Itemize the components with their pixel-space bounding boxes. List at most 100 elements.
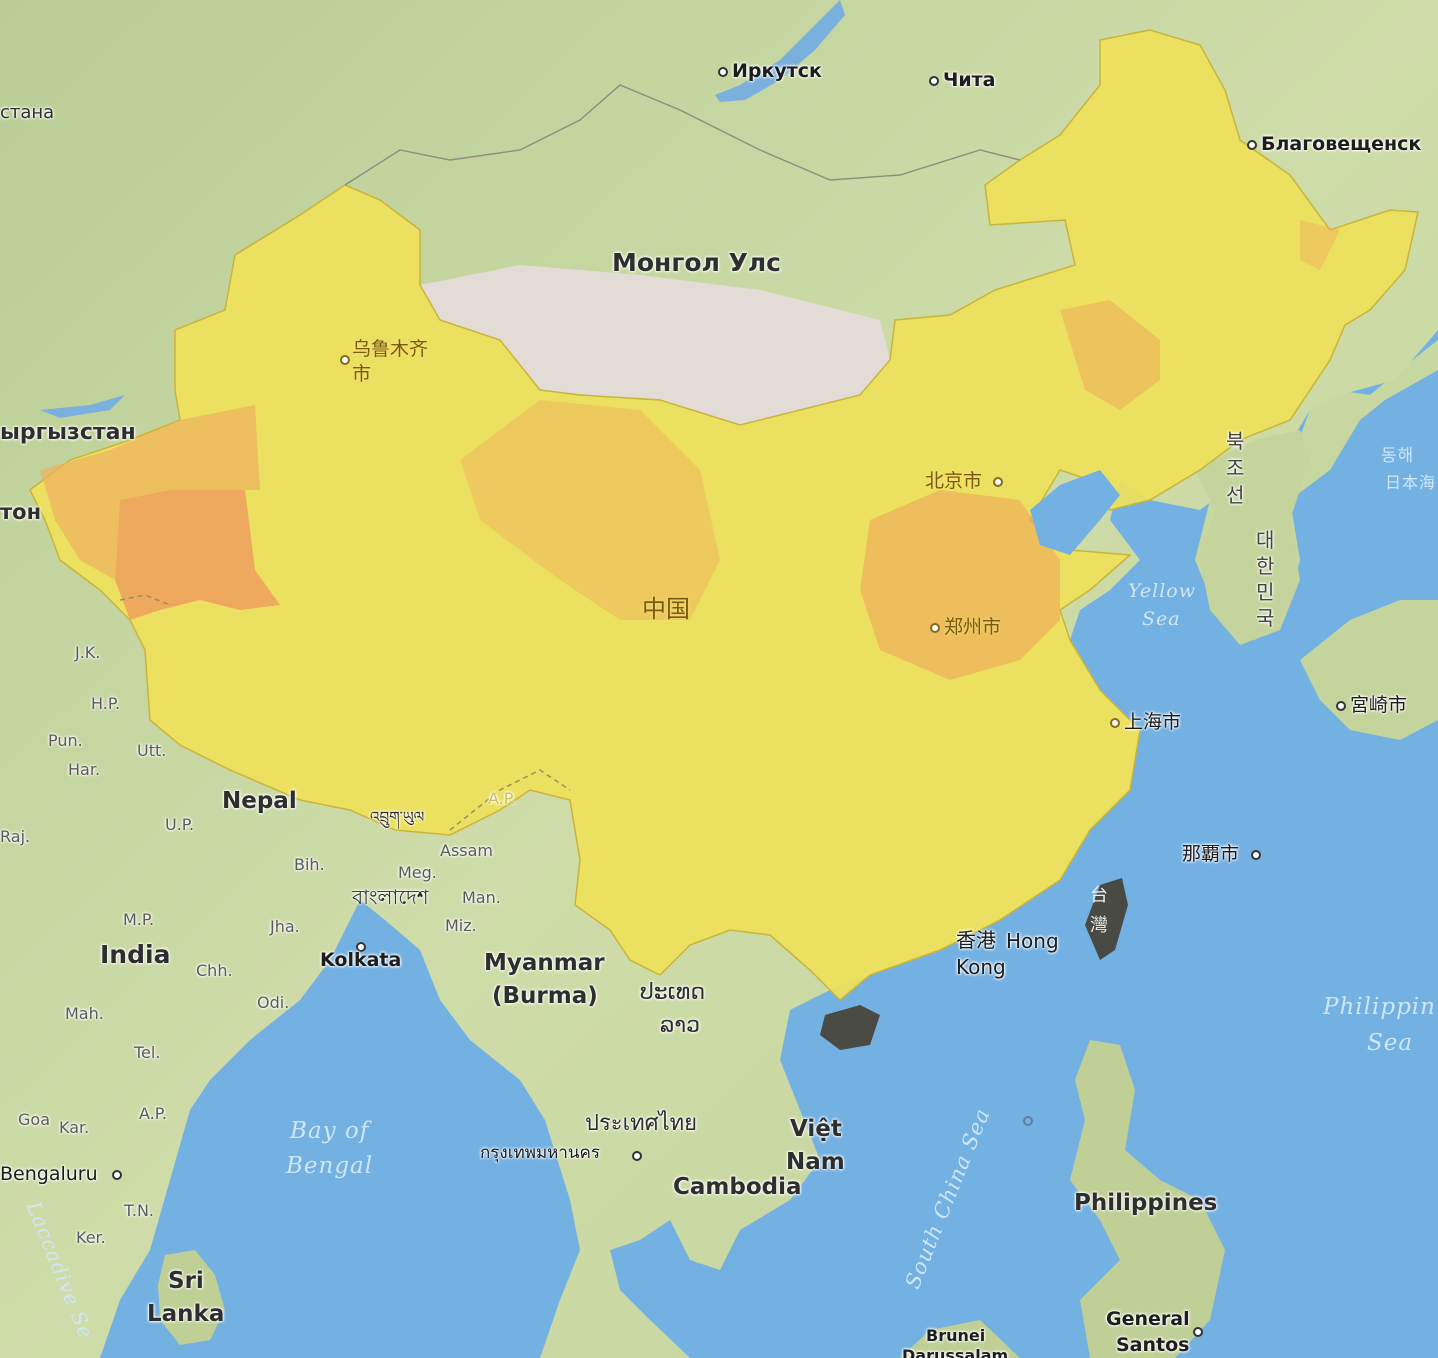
country-label-sri-lanka: Sri [168,1268,204,1294]
country-label-kyrgyzstan: ыргызстан [0,420,136,445]
sea-label-bengal-2: Bengal [286,1153,374,1179]
city-label-chita[interactable]: Чита [943,69,996,91]
region-label-up: U.P. [165,815,195,834]
nk-char-3: 선 [1226,483,1245,507]
sea-label-yellow-2: Sea [1142,608,1181,630]
region-label-haryana: Har. [68,760,101,779]
lake-baikal [715,0,845,102]
country-label-north-korea: 북 조 선 [1226,428,1248,509]
sk-char-3: 민 [1256,580,1275,604]
landmass-japan-kyushu [1300,600,1438,740]
region-label-hp: H.P. [91,694,121,713]
border-mongolia-russia [344,84,1021,186]
sk-char-1: 대 [1256,528,1275,552]
country-label-sri-lanka-2: Lanka [147,1301,225,1327]
city-label-general-santos-2: Santos [1116,1334,1190,1356]
city-label-blagoveshchensk[interactable]: Благовещенск [1261,133,1422,155]
city-label-brunei-2: Darussalam [902,1346,1009,1358]
sk-char-4: 국 [1256,606,1275,630]
country-label-taiwan: 台 [1090,885,1108,906]
region-label-kerala: Ker. [76,1228,106,1247]
country-label-nepal: Nepal [222,788,297,814]
region-label-meghalaya: Meg. [398,863,437,882]
city-dot-blagoveshchensk [1247,140,1257,150]
region-label-tamil-nadu: T.N. [124,1201,155,1220]
choropleth-orange-ne2 [1300,220,1340,270]
country-label-india: India [100,940,171,969]
region-label-assam: Assam [440,841,494,860]
city-dot-zhengzhou [930,623,940,633]
country-label-bangladesh: বাংলাদেশ [352,885,429,909]
country-label-laos: ປະເທດ [640,980,706,1005]
region-label-mizoram: Miz. [445,916,477,935]
country-label-myanmar-burma: (Burma) [492,983,598,1009]
city-label-urumqi[interactable]: 乌鲁木齐 [352,338,429,360]
country-label-laos-2: ລາວ [660,1013,701,1038]
city-dot-general-santos [1193,1327,1203,1337]
city-label-zhengzhou[interactable]: 郑州市 [944,616,1002,638]
city-label-naha[interactable]: 那覇市 [1182,843,1240,865]
city-label-irkutsk[interactable]: Иркутск [732,60,822,82]
choropleth-orange-central [460,400,720,620]
country-label-kazakhstan: стана [0,102,55,123]
region-label-mp: M.P. [123,910,155,929]
landmass-borneo [900,1320,1020,1358]
region-label-jk: J.K. [75,643,101,662]
city-label-bengaluru[interactable]: Bengaluru [0,1163,98,1185]
city-dot-kolkata [356,942,366,952]
region-label-arunachal: A.P. [488,789,516,808]
city-dot-beijing [993,477,1003,487]
country-label-thailand: ประเทศไทย [585,1111,698,1136]
country-label-myanmar: Myanmar [484,950,605,976]
country-label-tajikistan: тон [0,500,42,524]
city-label-miyazaki[interactable]: 宮崎市 [1350,694,1408,716]
city-label-beijing[interactable]: 北京市 [925,470,983,492]
choropleth-orange-west [40,405,260,580]
bohai-sea [1030,470,1120,555]
region-label-andhra: A.P. [139,1104,167,1123]
city-label-hong-kong-en[interactable]: Hong [1006,929,1059,953]
sea-label-bengal: Bay of [290,1118,370,1144]
city-dot-bengaluru [112,1170,122,1180]
nk-char-2: 조 [1226,456,1245,480]
sea-label-east-sea-2: 日本海 [1385,473,1437,492]
city-dot-chita [929,76,939,86]
region-label-chhattisgarh: Chh. [196,961,233,980]
region-label-maharashtra: Mah. [65,1004,104,1023]
sea-label-philippine-2: Sea [1367,1030,1414,1056]
city-label-kolkata[interactable]: Kolkata [320,949,402,971]
lake-balkhash [40,395,125,418]
city-dot-shanghai [1110,718,1120,728]
country-label-south-korea: 대 한 민 국 [1256,527,1278,631]
city-dot-urumqi [340,355,350,365]
region-label-punjab: Pun. [48,731,83,750]
city-label-shanghai[interactable]: 上海市 [1124,711,1182,733]
country-label-bhutan: འབྲུག་ཡུལ [370,808,425,826]
city-label-general-santos[interactable]: General [1106,1308,1190,1330]
choropleth-orange-kashgar [115,490,280,620]
city-label-brunei[interactable]: Brunei [926,1326,986,1345]
city-label-urumqi-2: 市 [352,363,372,385]
sea-label-philippine: Philippin [1323,994,1436,1020]
city-dot-naha [1251,850,1261,860]
country-label-vietnam: Việt [790,1116,842,1142]
city-dot-miyazaki [1336,701,1346,711]
country-label-mongolia: Монгол Улс [612,248,781,277]
country-label-philippines: Philippines [1074,1190,1218,1216]
region-label-goa: Goa [18,1110,50,1129]
city-label-bangkok[interactable]: กรุงเทพมหานคร [480,1143,601,1163]
city-label-hong-kong-cn[interactable]: 香港 [956,928,996,952]
landmass-taiwan [1085,878,1128,960]
landmass-philippines [1070,1040,1225,1358]
country-label-cambodia: Cambodia [673,1174,802,1200]
choropleth-orange-ne [1060,300,1160,410]
landmass-hainan [820,1005,880,1050]
island-marker [1023,1116,1033,1126]
region-label-bihar: Bih. [294,855,325,874]
country-label-vietnam-2: Nam [786,1149,845,1175]
country-label-taiwan-2: 灣 [1090,915,1108,936]
country-label-china: 中国 [642,595,690,623]
region-label-manipur: Man. [462,888,501,907]
